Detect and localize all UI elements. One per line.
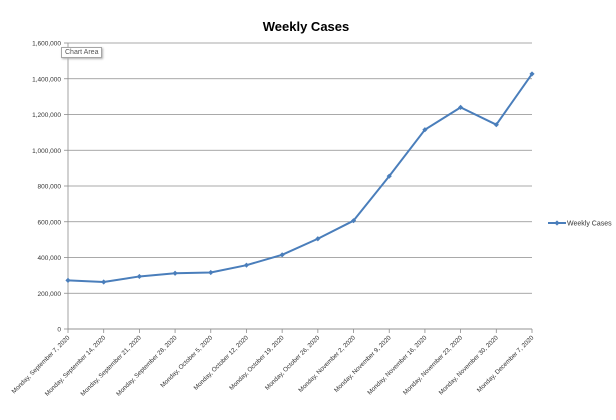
series — [65, 71, 535, 285]
y-tick-label: 200,000 — [38, 291, 62, 298]
legend-marker — [554, 220, 560, 226]
y-tick-label: 0 — [57, 327, 61, 334]
y-tick-label: 1,600,000 — [32, 41, 61, 48]
data-point — [386, 173, 392, 179]
data-point — [315, 236, 321, 242]
y-tick-label: 800,000 — [38, 184, 62, 191]
data-point — [422, 127, 428, 133]
data-point — [172, 270, 178, 276]
data-point — [279, 252, 285, 258]
x-tick-label: Monday, November 30, 2020 — [438, 334, 500, 396]
y-tick-label: 1,200,000 — [32, 112, 61, 119]
series-line — [67, 73, 533, 283]
axes — [67, 43, 533, 333]
data-point — [136, 273, 142, 280]
y-tick-label: 400,000 — [38, 255, 62, 262]
x-tick-label: Monday, November 16, 2020 — [366, 334, 428, 396]
legend-label: Weekly Cases — [567, 221, 612, 228]
data-point — [458, 104, 464, 110]
data-point — [350, 218, 357, 224]
data-point — [101, 279, 107, 285]
chart-area-tooltip: Chart Area — [61, 47, 103, 58]
y-tick-label: 600,000 — [38, 219, 62, 226]
x-tick-label: Monday, November 23, 2020 — [402, 334, 464, 396]
y-tick-labels: 0 200,000 400,000 600,000 800,000 1,000,000 1,… — [32, 41, 61, 334]
data-point — [208, 269, 214, 276]
chart-title: Weekly Cases — [263, 19, 350, 34]
data-point — [65, 277, 71, 283]
x-tick-label: Monday, September 7, 2020 — [11, 334, 72, 395]
data-point — [529, 71, 535, 77]
data-point — [493, 122, 499, 128]
data-point — [243, 262, 250, 268]
y-tick-label: 1,400,000 — [32, 76, 61, 83]
legend: Weekly Cases — [548, 220, 612, 228]
gridlines — [64, 42, 532, 330]
y-tick-label: 1,000,000 — [32, 148, 61, 155]
x-tick-label: Monday, September 28, 2020 — [115, 334, 179, 398]
x-tick-label: Monday, September 14, 2020 — [44, 334, 108, 398]
x-tick-label: Monday, September 21, 2020 — [80, 334, 144, 398]
